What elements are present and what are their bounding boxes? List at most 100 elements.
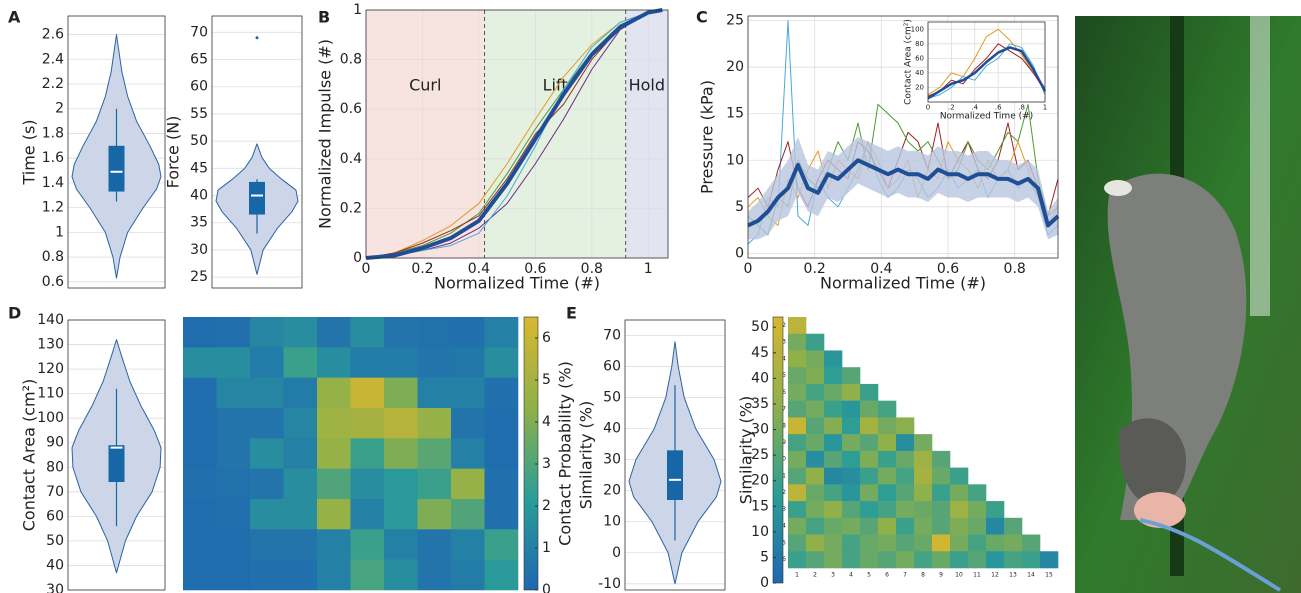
heatmap-cell bbox=[824, 551, 843, 569]
heatmap-cell bbox=[451, 468, 485, 500]
photo bbox=[1075, 16, 1301, 593]
heatmap-cell bbox=[896, 551, 915, 569]
y-tick-label: 60 bbox=[190, 79, 208, 95]
heatmap-cell bbox=[216, 347, 251, 378]
heatmap-cell bbox=[950, 501, 969, 519]
heatmap-cell bbox=[932, 467, 951, 485]
heatmap-cell bbox=[788, 551, 807, 569]
heatmap-cell bbox=[806, 484, 825, 502]
heatmap-cell bbox=[451, 529, 485, 560]
y-tick-label: 30 bbox=[190, 242, 208, 258]
x-tick-label: 0.6 bbox=[937, 261, 959, 277]
y-axis-label: Force (N) bbox=[164, 116, 183, 189]
heatmap-cell bbox=[183, 529, 217, 560]
heatmap-cell bbox=[384, 499, 418, 530]
plot-frame bbox=[67, 319, 166, 591]
y-axis-label: Normalized Impulse (#) bbox=[316, 39, 335, 229]
colorbar-label: Similarity (%) bbox=[737, 396, 756, 504]
heatmap-cell bbox=[806, 501, 825, 519]
heatmap-cell bbox=[384, 347, 418, 378]
box bbox=[108, 445, 125, 482]
y-tick-label: 1.4 bbox=[42, 175, 64, 191]
colorbar-tick-label: 6 bbox=[542, 330, 551, 346]
heatmap-cell bbox=[788, 400, 807, 418]
y-tick-label: 20 bbox=[726, 59, 744, 75]
heatmap-cell bbox=[216, 317, 251, 348]
heatmap-cell bbox=[914, 551, 933, 569]
heatmap-cell bbox=[806, 417, 825, 435]
colorbar-tick-label: 15 bbox=[751, 498, 769, 514]
y-tick-label: 35 bbox=[190, 215, 208, 231]
y-tick-label: 5 bbox=[735, 199, 744, 215]
heatmap-cell bbox=[806, 517, 825, 535]
y-axis-label: Pressure (kPa) bbox=[698, 80, 717, 194]
x-tick-label: 0 bbox=[744, 261, 753, 277]
heatmap-cell bbox=[250, 438, 284, 469]
heatmap-cell bbox=[806, 383, 825, 401]
heatmap-cell bbox=[806, 551, 825, 569]
heatmap-cell bbox=[824, 367, 843, 385]
y-tick-label: 4 bbox=[782, 355, 786, 362]
heatmap-cell bbox=[350, 438, 385, 469]
y-tick-label: 40 bbox=[603, 421, 621, 437]
y-tick-label: 30 bbox=[603, 452, 621, 468]
heatmap-cell bbox=[317, 468, 351, 500]
heatmap-cell bbox=[350, 559, 385, 591]
colorbar-tick-label: 20 bbox=[751, 473, 769, 489]
heatmap-cell bbox=[806, 333, 825, 351]
heatmap-cell bbox=[317, 317, 351, 348]
heatmap-cell bbox=[283, 529, 318, 560]
heatmap-cell bbox=[250, 529, 284, 560]
x-tick-label: 0.6 bbox=[524, 261, 546, 277]
band bbox=[748, 137, 1058, 240]
heatmap-cell bbox=[806, 534, 825, 552]
y-tick-label: 0.6 bbox=[42, 274, 64, 290]
heatmap-cell bbox=[417, 438, 452, 469]
heatmap-cell bbox=[914, 467, 933, 485]
heatmap-cell bbox=[842, 450, 861, 468]
box bbox=[108, 145, 125, 192]
heatmap-cell bbox=[384, 377, 418, 409]
colorbar-tick-label: 50 bbox=[751, 319, 769, 335]
plot-frame bbox=[67, 15, 166, 289]
y-tick-label: 2.4 bbox=[42, 51, 64, 67]
heatmap-cell bbox=[183, 317, 217, 348]
y-tick-label: -10 bbox=[598, 576, 621, 592]
colorbar-tick-label: 1 bbox=[542, 540, 551, 556]
heatmap-cell bbox=[283, 317, 318, 348]
y-tick-label: 80 bbox=[46, 459, 64, 475]
x-tick-label: 0.8 bbox=[1004, 261, 1026, 277]
panel-label: C bbox=[696, 8, 708, 27]
heatmap-cell bbox=[350, 317, 385, 348]
heatmap-cell bbox=[878, 551, 897, 569]
heatmap-cell bbox=[878, 517, 897, 535]
x-tick-label: 0.2 bbox=[804, 261, 826, 277]
heatmap-cell bbox=[216, 499, 251, 530]
y-axis-label: Similarity (%) bbox=[577, 401, 596, 509]
line bbox=[747, 158, 1060, 228]
x-axis-label: Normalized Time (#) bbox=[820, 274, 986, 293]
colorbar bbox=[772, 316, 784, 584]
heatmap-cell bbox=[350, 529, 385, 560]
heatmap-cell bbox=[806, 434, 825, 452]
heatmap-cell bbox=[317, 529, 351, 560]
colorbar-tick-label: 45 bbox=[751, 345, 769, 361]
colorbar-tick-label: 2 bbox=[542, 498, 551, 514]
heatmap-cell bbox=[317, 499, 351, 530]
region-label: Curl bbox=[409, 76, 441, 95]
heatmap-cell bbox=[417, 468, 452, 500]
heatmap-cell bbox=[250, 499, 284, 530]
x-tick-label: 12 bbox=[991, 572, 999, 579]
heatmap-cell bbox=[842, 501, 861, 519]
heatmap-cell bbox=[484, 408, 519, 439]
y-tick-label: 20 bbox=[915, 83, 924, 91]
heatmap-cell bbox=[183, 408, 217, 439]
y-tick-label: 1.6 bbox=[42, 150, 64, 166]
heatmap-cell bbox=[317, 377, 351, 409]
region bbox=[625, 10, 668, 258]
heatmap-cell bbox=[914, 484, 933, 502]
y-tick-label: 8 bbox=[782, 422, 786, 429]
heatmap-cell bbox=[350, 499, 385, 530]
heatmap-cell bbox=[986, 501, 1005, 519]
y-tick-label: 50 bbox=[603, 390, 621, 406]
